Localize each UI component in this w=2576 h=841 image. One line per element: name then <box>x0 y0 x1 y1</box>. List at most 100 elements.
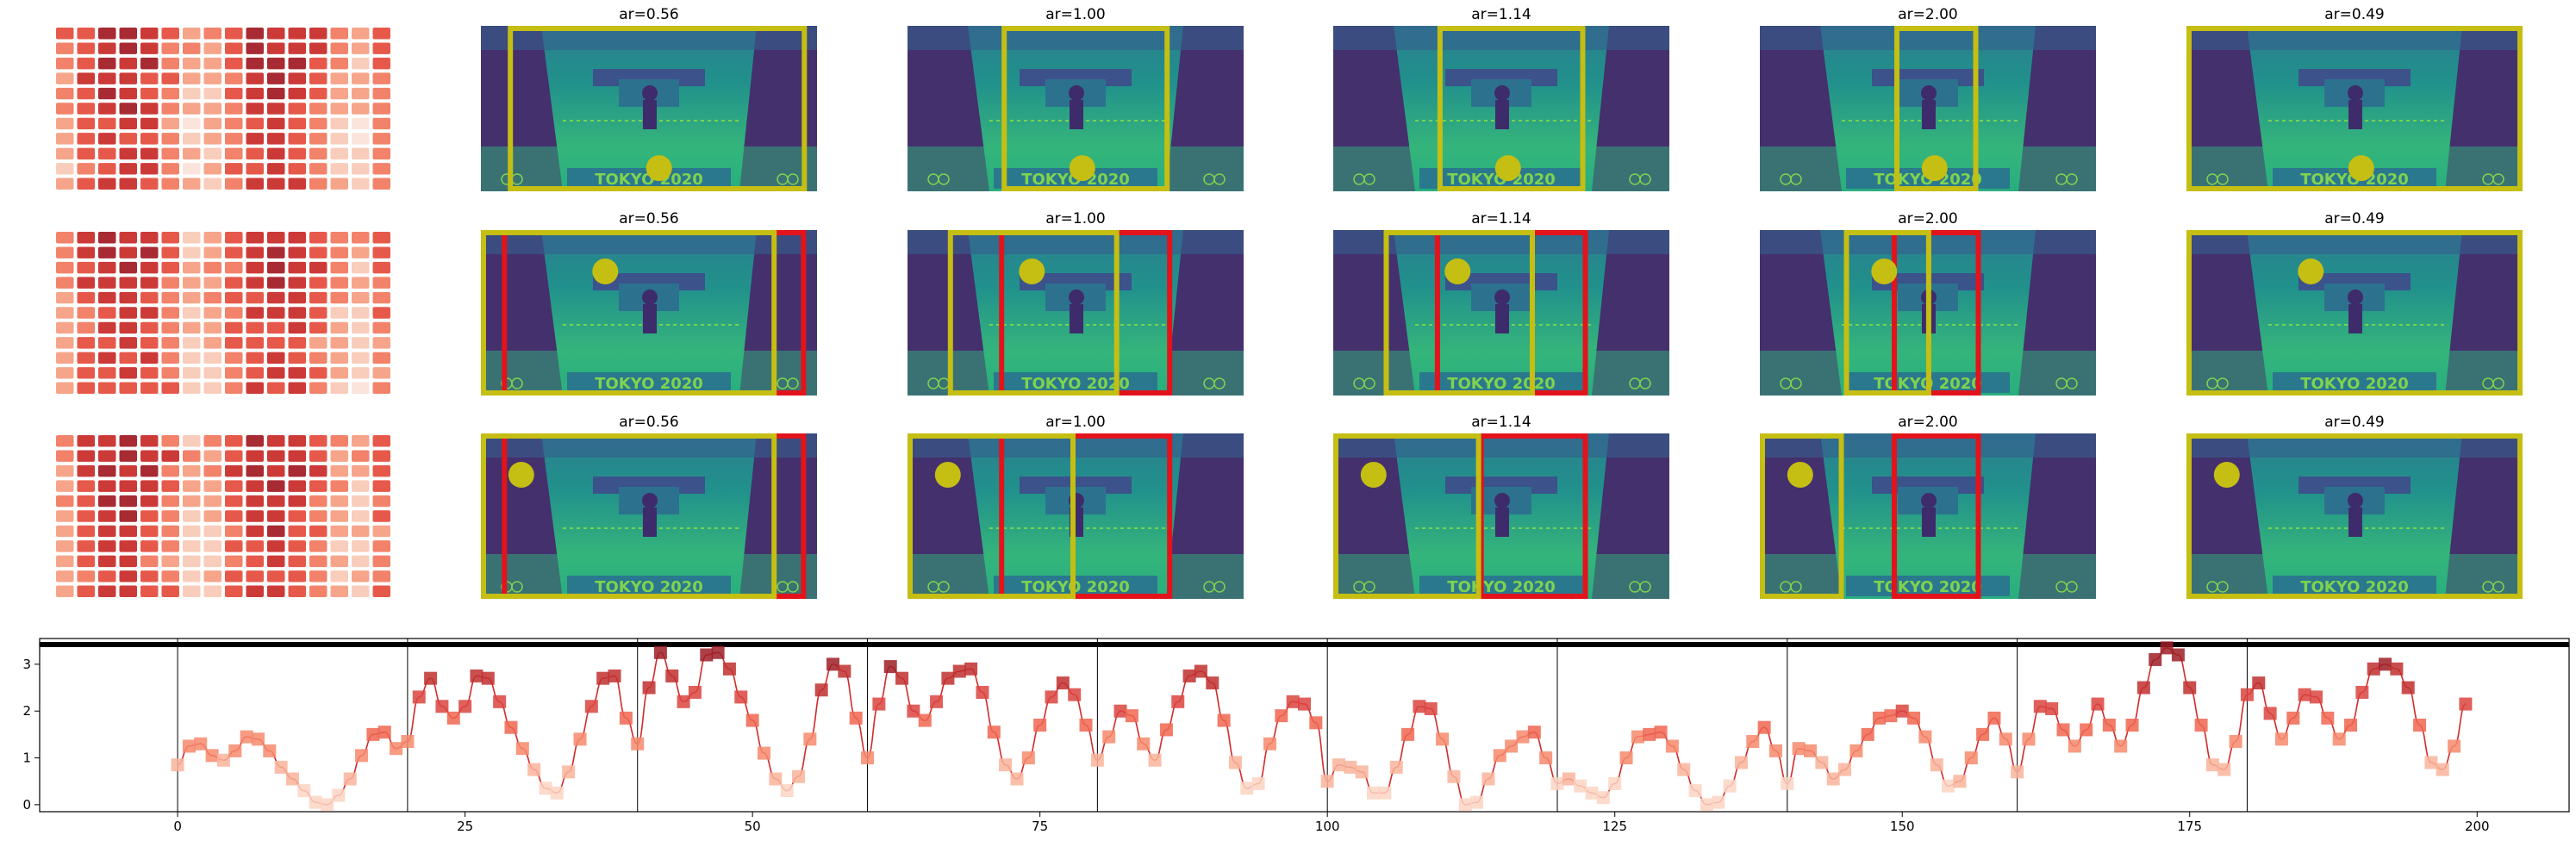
heatmap-cell <box>140 464 159 477</box>
heatmap-cell <box>330 570 348 582</box>
heatmap-cell <box>288 178 306 190</box>
heatmap-cell <box>352 307 370 319</box>
score-point <box>539 782 552 795</box>
heatmap-cell <box>140 133 159 145</box>
heatmap-cell <box>309 495 327 508</box>
score-point <box>1849 744 1863 757</box>
heatmap-cell <box>225 435 243 447</box>
heatmap-cell <box>225 261 243 274</box>
score-point <box>550 786 564 800</box>
heatmap-cell <box>352 367 370 379</box>
score-point <box>297 784 311 798</box>
heatmap-cell <box>183 57 201 70</box>
heatmap-cell <box>288 57 306 70</box>
heatmap-cell <box>372 367 390 379</box>
heatmap-cell <box>309 367 327 379</box>
heatmap-cell <box>330 87 348 100</box>
heatmap-cell <box>161 103 179 115</box>
heatmap-cell <box>140 87 159 100</box>
heatmap-cell <box>161 337 179 349</box>
heatmap-cell <box>246 28 264 40</box>
heatmap-cell <box>98 133 116 145</box>
score-point <box>1976 727 1990 741</box>
score-point <box>2217 763 2231 776</box>
heatmap-cell <box>372 382 390 394</box>
heatmap-cell <box>330 450 348 462</box>
score-point <box>1436 732 1450 746</box>
heatmap-cell <box>183 585 201 597</box>
x-tick-label: 50 <box>745 819 761 834</box>
video-frame-image <box>2186 433 2523 599</box>
heatmap-cell <box>56 232 74 244</box>
heatmap-cell <box>119 480 137 492</box>
heatmap-cell <box>246 57 264 70</box>
score-point <box>1125 709 1138 723</box>
yellow-focus-marker <box>2213 462 2240 488</box>
heatmap-cell <box>267 555 285 568</box>
frame-panel-r1-c3: ar=1.14 <box>1333 6 1669 191</box>
score-point <box>1320 775 1334 788</box>
yellow-selection-frame <box>2186 230 2523 396</box>
heatmap-cell <box>140 321 159 334</box>
heatmap-cell <box>183 435 201 447</box>
score-point <box>2056 723 2070 737</box>
heatmap-cell <box>140 72 159 84</box>
heatmap-cell <box>56 555 74 568</box>
heatmap-cell <box>183 352 201 364</box>
heatmap-cell <box>330 277 348 289</box>
heatmap-cell <box>77 178 95 190</box>
heatmap-cell <box>140 42 159 54</box>
heatmap-cell <box>77 277 95 289</box>
score-timeline-chart: 0 25 50 75 100 125 150 175 200 0 1 2 3 <box>22 638 2570 834</box>
heatmap-cell <box>352 450 370 462</box>
heatmap-cell <box>288 42 306 54</box>
heatmap-cell <box>372 337 390 349</box>
heatmap-cell <box>267 103 285 115</box>
score-point <box>608 669 621 682</box>
score-point <box>1562 772 1575 786</box>
heatmap-cell <box>330 525 348 538</box>
heatmap-cell <box>56 435 74 447</box>
score-point <box>332 788 346 802</box>
heatmap-cell <box>288 337 306 349</box>
heatmap-cell <box>225 117 243 130</box>
heatmap-cell <box>225 163 243 175</box>
heatmap-cell <box>352 464 370 477</box>
yellow-focus-marker <box>2298 259 2324 284</box>
heatmap-cell <box>183 72 201 84</box>
heatmap-cell <box>225 337 243 349</box>
heatmap-cell <box>161 133 179 145</box>
score-point <box>1574 779 1587 793</box>
red-crop-window <box>999 433 1173 599</box>
heatmap-cell <box>77 232 95 244</box>
heatmap-cell <box>309 450 327 462</box>
heatmap-cell <box>119 87 137 100</box>
video-frame-image <box>908 230 1244 396</box>
score-point <box>2379 657 2392 671</box>
heatmap-cell <box>372 57 390 70</box>
heatmap-cell <box>372 570 390 582</box>
y-tick-label: 0 <box>22 797 31 813</box>
heatmap-cell <box>309 277 327 289</box>
heatmap-cell <box>288 87 306 100</box>
heatmap-cell <box>203 87 221 100</box>
heatmap-cell <box>288 525 306 538</box>
heatmap-cell <box>309 337 327 349</box>
yellow-focus-marker <box>646 155 672 182</box>
heatmap-cell <box>352 291 370 304</box>
heatmap-cell <box>140 382 159 394</box>
heatmap-cell <box>309 133 327 145</box>
heatmap-cell <box>330 178 348 190</box>
panel-title: ar=2.00 <box>1898 6 1958 23</box>
score-point <box>2274 732 2288 746</box>
score-point <box>2263 707 2277 720</box>
heatmap-cell <box>161 277 179 289</box>
heatmap-cell <box>267 291 285 304</box>
score-point <box>527 763 541 776</box>
heatmap-cell <box>267 246 285 259</box>
heatmap-cell <box>56 510 74 522</box>
heatmap-cell <box>372 261 390 274</box>
score-point <box>1688 784 1702 798</box>
heatmap-cell <box>140 103 159 115</box>
score-point <box>1723 779 1737 793</box>
